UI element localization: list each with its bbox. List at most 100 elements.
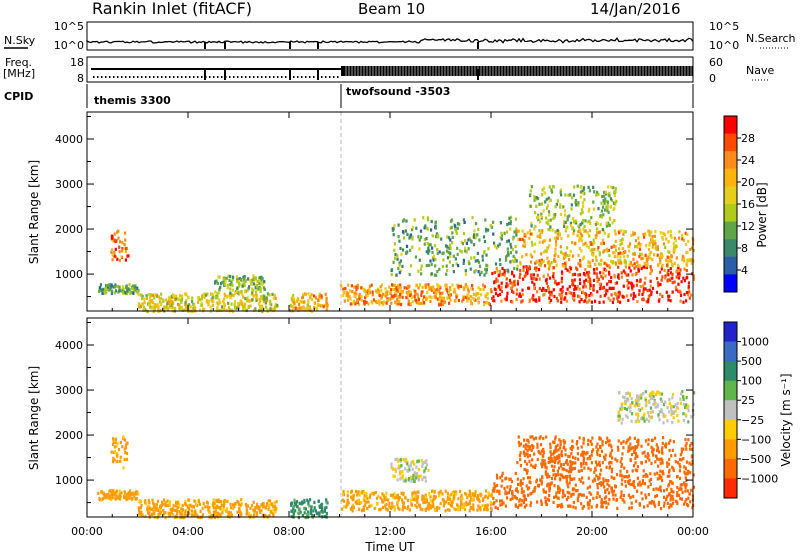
heatmap-cell (254, 505, 257, 510)
heatmap-cell (620, 421, 623, 425)
heatmap-cell (463, 507, 467, 512)
heatmap-cell (530, 224, 533, 228)
heatmap-cell (460, 240, 463, 244)
heatmap-cell (522, 277, 525, 281)
heatmap-cell (370, 300, 373, 304)
heatmap-cell (606, 482, 609, 486)
heatmap-cell (631, 401, 634, 405)
heatmap-cell (483, 495, 486, 499)
heatmap-cell (176, 509, 179, 513)
heatmap-cell (645, 300, 648, 304)
heatmap-cell (681, 233, 684, 238)
heatmap-cell (617, 258, 620, 263)
nave-dot (245, 76, 247, 78)
heatmap-cell (537, 450, 541, 454)
heatmap-cell (366, 289, 370, 293)
heatmap-cell (535, 268, 538, 273)
heatmap-cell (674, 244, 677, 248)
heatmap-cell (377, 299, 381, 303)
heatmap-cell (572, 217, 575, 221)
heatmap-cell (393, 288, 397, 292)
heatmap-cell (599, 262, 602, 266)
heatmap-cell (635, 401, 638, 405)
heatmap-cell (234, 502, 237, 506)
heatmap-cell (511, 284, 514, 288)
heatmap-cell (573, 228, 576, 233)
heatmap-cell (533, 489, 536, 493)
heatmap-cell (468, 509, 471, 513)
heatmap-cell (453, 490, 456, 494)
noise-panel-frame (86, 21, 694, 51)
heatmap-cell (251, 278, 254, 282)
heatmap-cell (460, 250, 463, 254)
heatmap-cell (584, 291, 587, 295)
heatmap-cell (156, 516, 159, 520)
heatmap-cell (269, 302, 272, 306)
heatmap-cell (409, 290, 412, 294)
heatmap-cell (325, 301, 328, 305)
heatmap-cell (540, 212, 543, 216)
heatmap-cell (657, 500, 661, 505)
heatmap-cell (655, 247, 658, 251)
heatmap-cell (555, 243, 558, 247)
heatmap-cell (414, 503, 417, 507)
heatmap-cell (174, 306, 177, 311)
heatmap-cell (343, 499, 346, 503)
heatmap-cell (381, 492, 384, 496)
heatmap-cell (343, 505, 346, 509)
heatmap-cell (247, 298, 250, 302)
heatmap-cell (606, 209, 609, 213)
heatmap-cell (591, 258, 594, 262)
heatmap-cell (660, 392, 663, 396)
heatmap-cell (538, 240, 541, 244)
heatmap-cell (560, 502, 563, 507)
heatmap-cell (566, 287, 569, 291)
heatmap-cell (109, 283, 112, 287)
heatmap-cell (578, 469, 581, 473)
heatmap-cell (432, 254, 436, 258)
heatmap-cell (589, 292, 593, 296)
heatmap-cell (424, 500, 427, 504)
heatmap-cell (644, 439, 648, 443)
heatmap-cell (572, 505, 575, 509)
heatmap-cell (451, 283, 454, 287)
heatmap-cell (568, 491, 571, 495)
heatmap-cell (405, 459, 408, 463)
heatmap-cell (501, 471, 504, 475)
heatmap-cell (682, 419, 685, 423)
heatmap-cell (391, 227, 394, 231)
heatmap-cell (228, 512, 231, 517)
heatmap-cell (207, 299, 210, 303)
heatmap-cell (564, 252, 567, 256)
heatmap-cell (455, 492, 458, 496)
heatmap-cell (688, 290, 691, 294)
heatmap-cell (690, 415, 693, 419)
heatmap-cell (574, 221, 577, 225)
heatmap-cell (174, 504, 177, 508)
heatmap-cell (610, 461, 613, 465)
heatmap-cell (413, 471, 416, 475)
heatmap-cell (656, 405, 659, 409)
heatmap-cell (448, 260, 451, 264)
heatmap-cell (274, 510, 277, 514)
heatmap-cell (473, 233, 476, 237)
heatmap-cell (582, 441, 585, 445)
heatmap-cell (134, 287, 137, 292)
heatmap-cell (137, 506, 140, 510)
heatmap-cell (614, 493, 617, 497)
heatmap-cell (419, 267, 423, 271)
colorbar-tick-label: 8 (741, 242, 748, 255)
heatmap-cell (566, 462, 569, 466)
heatmap-cell (568, 466, 571, 470)
heatmap-cell (481, 498, 484, 502)
heatmap-cell (114, 285, 117, 289)
heatmap-cell (541, 193, 544, 197)
heatmap-cell (179, 294, 182, 298)
heatmap-cell (556, 236, 559, 240)
heatmap-cell (260, 304, 264, 308)
heatmap-cell (599, 437, 602, 441)
heatmap-cell (229, 274, 232, 279)
heatmap-cell (463, 492, 467, 496)
heatmap-cell (542, 490, 546, 494)
heatmap-cell (429, 259, 432, 263)
